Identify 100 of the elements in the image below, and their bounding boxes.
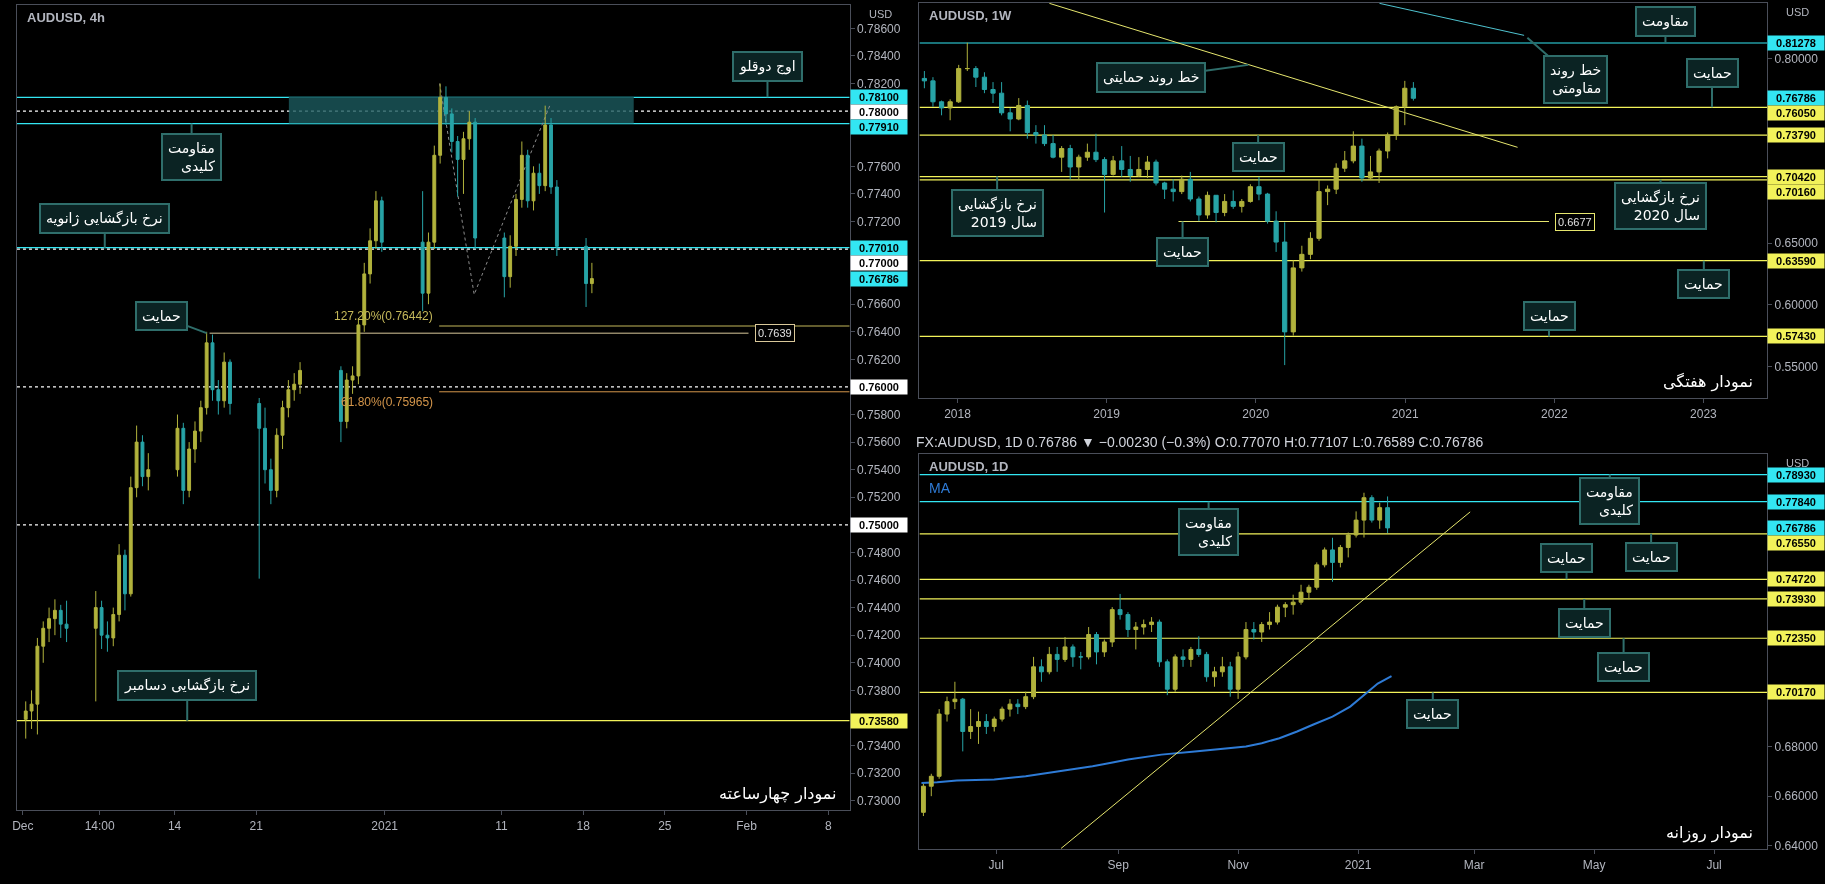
y-tick-label: 0.74600	[857, 573, 901, 588]
y-tick-label: 0.75600	[857, 435, 901, 450]
ref-line-label: 0.77010	[859, 242, 899, 254]
annotation: نرخ بازگشایی ژانویه	[46, 210, 163, 227]
y-axis-title: USD	[1786, 457, 1810, 469]
y-tick-label: 0.76786	[1776, 522, 1816, 534]
x-tick-label: Nov	[1227, 857, 1249, 872]
annotation: حمایت	[1163, 244, 1202, 260]
x-tick-label: Mar	[1463, 857, 1485, 872]
text: MA	[929, 480, 951, 496]
y-tick-label: 0.76786	[1776, 92, 1816, 104]
annotation: حمایت	[1547, 550, 1586, 566]
ref-line-label: 0.78000	[859, 106, 899, 118]
y-tick-label: 0.74200	[857, 628, 901, 643]
y-axis-title: USD	[1786, 6, 1810, 18]
y-tick-label: 0.76200	[857, 352, 901, 367]
x-tick-label: Sep	[1107, 857, 1130, 872]
annotation: مقاومت کلیدی	[168, 140, 216, 175]
ref-line-label: 0.75000	[859, 519, 899, 531]
series-label: 0.6677	[1558, 216, 1592, 228]
ref-line-label: 0.70160	[1776, 186, 1816, 198]
ref-line-label: 0.63590	[1776, 255, 1816, 267]
y-tick-label: 0.77400	[857, 187, 901, 202]
x-tick-label: Jul	[988, 857, 1004, 872]
x-tick-label: 2019	[1093, 406, 1121, 421]
y-tick-label: 0.75200	[857, 490, 901, 505]
y-tick-label: 0.74400	[857, 600, 901, 615]
annotation: نرخ بازگشایی سال 2019	[958, 196, 1038, 231]
annotation: نمودار چهارساعته	[719, 784, 837, 804]
y-tick-label: 0.80000	[1774, 51, 1819, 66]
y-tick-label: 0.78600	[857, 21, 901, 36]
ref-line-label: 0.73580	[859, 715, 899, 727]
ref-line-label: 0.73930	[1776, 593, 1816, 605]
ref-line-label: 0.73790	[1776, 129, 1816, 141]
y-tick-label: 0.64000	[1774, 839, 1819, 854]
x-tick-label: Feb	[736, 818, 758, 833]
x-tick-label: 2021	[371, 818, 399, 833]
annotation: حمایت	[1632, 549, 1671, 565]
chart-title: AUDUSD, 1D	[929, 459, 1009, 474]
ref-line-label: 0.77910	[859, 121, 899, 133]
y-tick-label: 0.75400	[857, 462, 901, 477]
x-tick-label: 18	[576, 818, 591, 833]
y-tick-label: 0.75800	[857, 407, 901, 422]
y-tick-label: 0.77200	[857, 214, 901, 229]
annotation: مقاومت	[1642, 13, 1689, 30]
annotation: مقاومت کلیدی	[1185, 515, 1233, 550]
x-tick-label: 2021	[1344, 857, 1372, 872]
annotation: حمایت	[142, 308, 181, 324]
y-axis-title: USD	[869, 8, 893, 20]
ref-line-label: 0.74720	[1776, 573, 1816, 585]
annotation: خط روند مقاومتی	[1550, 62, 1602, 98]
annotation: حمایت	[1693, 65, 1732, 81]
annotation: حمایت	[1565, 615, 1604, 631]
annotation: حمایت	[1530, 308, 1569, 324]
y-tick-label: 0.55000	[1774, 359, 1819, 374]
chart-title: AUDUSD, 4h	[27, 10, 106, 25]
y-tick-label: 0.76600	[857, 297, 901, 312]
y-tick-label: 0.76786	[859, 273, 899, 285]
chart-subtitle: FX:AUDUSD, 1D 0.76786 ▼ −0.00230 (−0.3%) O:0.77070 H:0.77107 L:0.76589 C:0.76786	[916, 434, 1484, 450]
annotation: حمایت	[1604, 659, 1643, 675]
y-tick-label: 0.78200	[857, 76, 901, 91]
x-tick-label: Jul	[1706, 857, 1722, 872]
annotation: خط روند حمایتی	[1103, 69, 1200, 86]
annotation: حمایت	[1413, 706, 1452, 722]
y-tick-label: 0.60000	[1774, 298, 1819, 313]
x-tick-label: 2022	[1540, 406, 1568, 421]
ref-line-label: 0.57430	[1776, 330, 1816, 342]
x-tick-label: 8	[824, 818, 832, 833]
ref-line-label: 0.76550	[1776, 537, 1816, 549]
ref-line-label: 0.70420	[1776, 171, 1816, 183]
y-tick-label: 0.73800	[857, 683, 901, 698]
y-tick-label: 0.66000	[1774, 789, 1819, 804]
x-tick-label: 2023	[1690, 406, 1718, 421]
annotation: حمایت	[1684, 276, 1723, 292]
ref-line-label: 0.72350	[1776, 632, 1816, 644]
annotation: مقاومت کلیدی	[1586, 484, 1634, 519]
annotation: نمودار هفتگی	[1663, 372, 1753, 392]
chart-title: AUDUSD, 1W	[929, 8, 1013, 23]
y-tick-label: 0.76400	[857, 325, 901, 339]
annotation: اوج دوقلو	[739, 58, 796, 75]
x-tick-label: 2018	[944, 406, 972, 421]
x-tick-label: May	[1582, 857, 1606, 872]
y-tick-label: 0.73200	[857, 766, 901, 781]
x-tick-label: 2021	[1391, 406, 1419, 421]
ref-line-label: 0.70170	[1776, 686, 1816, 698]
x-tick-label: 14:00	[84, 818, 115, 833]
ref-line-label: 0.78100	[859, 91, 899, 103]
series-label: 0.7639	[758, 327, 792, 339]
annotation: نرخ بازگشایی دسامبر	[124, 677, 251, 694]
y-tick-label: 0.65000	[1774, 236, 1819, 251]
ref-line-label: 0.76000	[859, 381, 899, 393]
annotation: نمودار روزانه	[1666, 823, 1754, 843]
y-tick-label: 0.78400	[857, 49, 901, 64]
ref-line-label: 0.78930	[1776, 469, 1816, 481]
x-tick-label: 11	[495, 818, 508, 833]
annotation: نرخ بازگشایی سال 2020	[1621, 189, 1701, 224]
x-tick-label: 25	[658, 818, 672, 833]
ref-line-label: 0.76050	[1776, 107, 1816, 119]
y-tick-label: 0.74800	[857, 545, 901, 560]
ref-line-label: 0.81278	[1776, 37, 1816, 49]
